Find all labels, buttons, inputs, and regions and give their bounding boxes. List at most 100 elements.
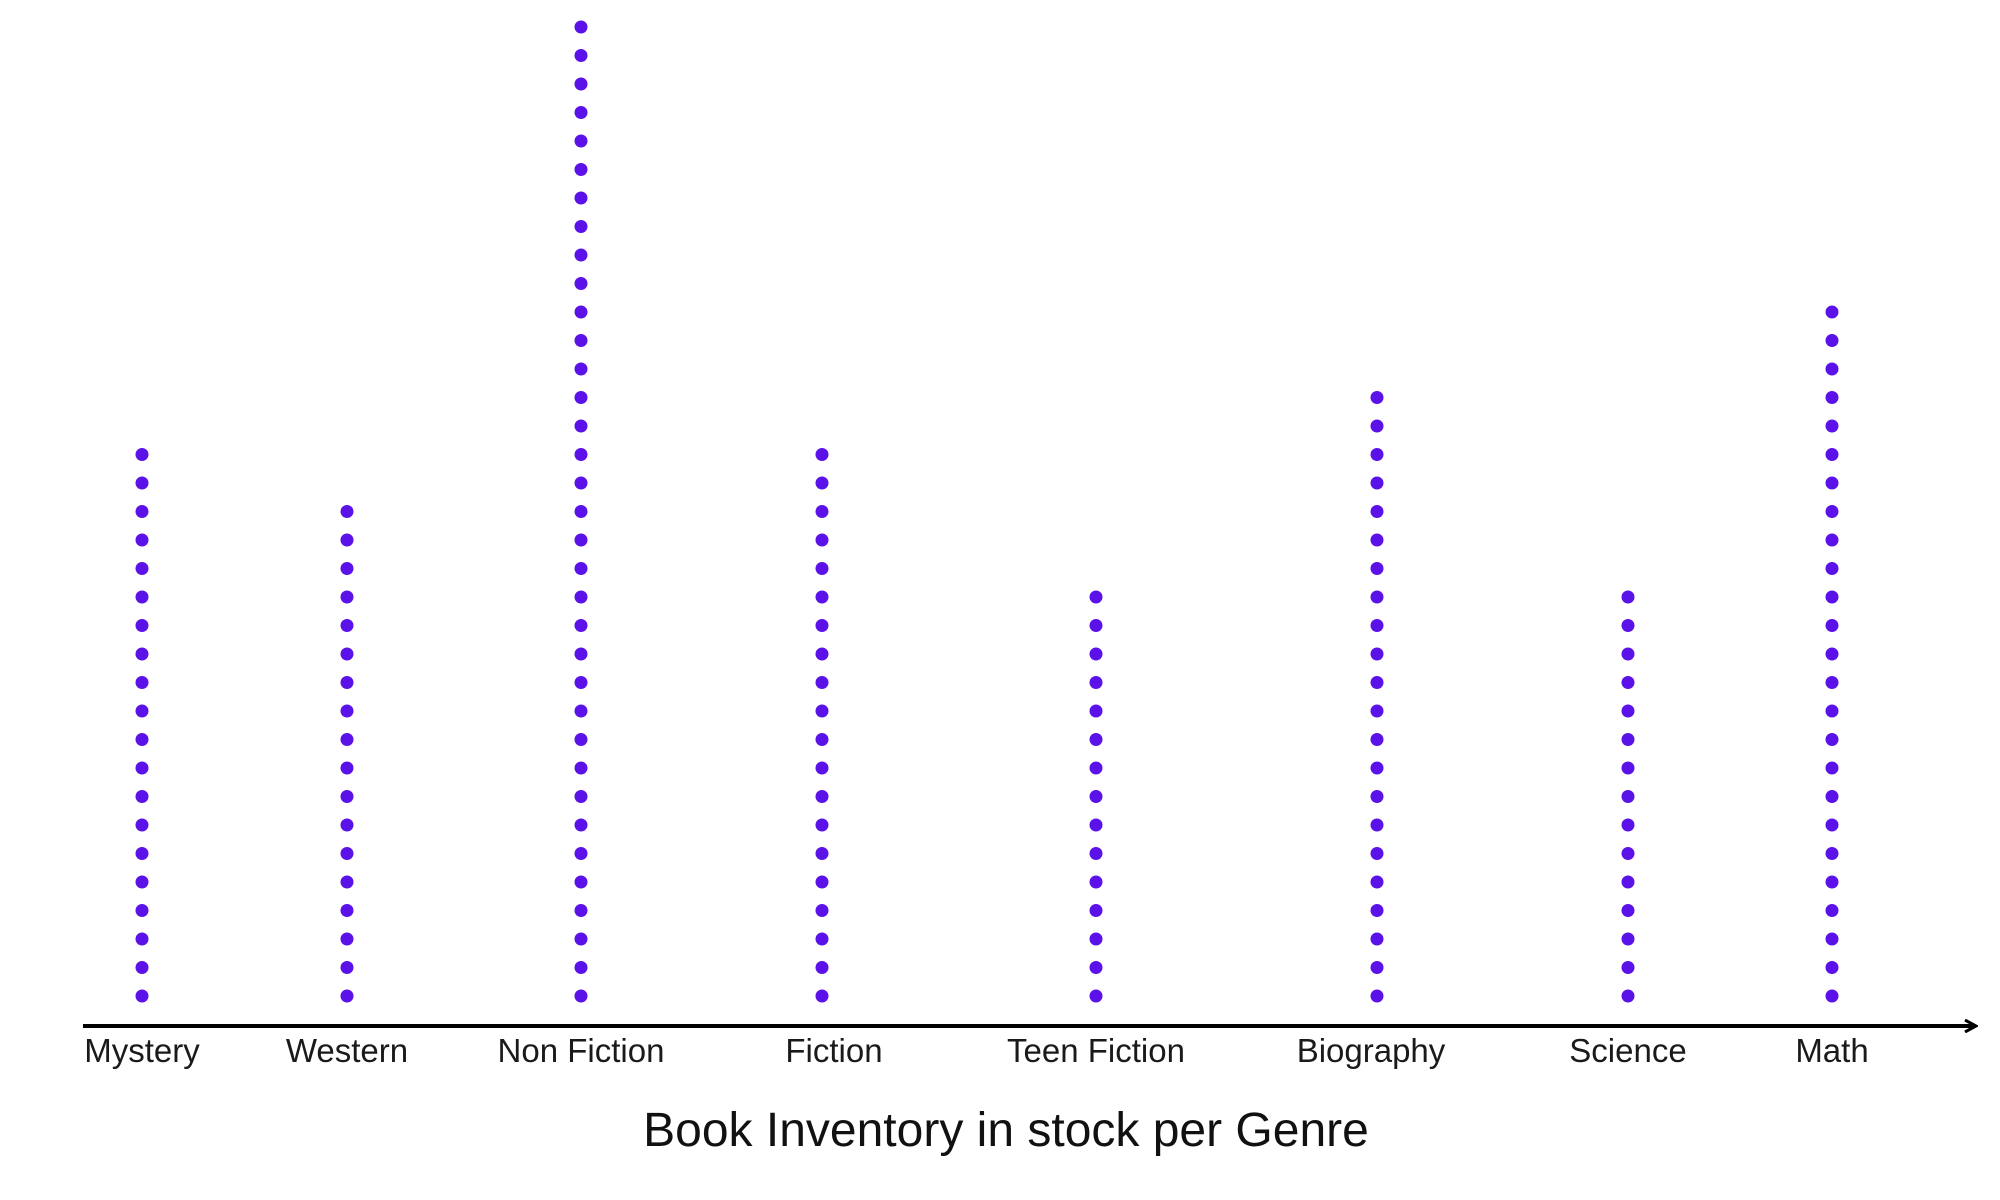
dot-science-9	[1621, 761, 1635, 775]
dot-mystery-11	[135, 704, 149, 718]
dot-western-15	[340, 590, 354, 604]
dot-math-4	[1825, 904, 1839, 917]
dot-mystery-15	[135, 590, 149, 604]
dot-fiction-2	[815, 961, 829, 974]
dot-science-15	[1621, 590, 1635, 604]
dot-fiction-11	[815, 704, 829, 718]
dot-science-4	[1621, 904, 1635, 917]
tick-label-biography: Biography	[1297, 1032, 1446, 1069]
dot-non-fiction-13	[574, 647, 588, 661]
dot-math-23	[1825, 362, 1839, 376]
dot-fiction-15	[815, 590, 829, 604]
dot-non-fiction-23	[574, 362, 588, 376]
dot-fiction-13	[815, 647, 829, 661]
dot-math-16	[1825, 562, 1839, 575]
dot-biography-22	[1370, 391, 1384, 404]
tick-label-western: Western	[286, 1032, 408, 1069]
dot-mystery-17	[135, 533, 149, 547]
dot-science-8	[1621, 790, 1635, 803]
dot-teen-fiction-6	[1089, 847, 1103, 860]
dot-biography-8	[1370, 790, 1384, 803]
chart-title: Book Inventory in stock per Genre	[643, 1104, 1369, 1157]
dot-fiction-12	[815, 676, 829, 689]
dot-mystery-9	[135, 761, 149, 775]
dot-teen-fiction-5	[1089, 875, 1103, 889]
dot-non-fiction-24	[574, 334, 588, 347]
dot-mystery-2	[135, 961, 149, 974]
dot-biography-15	[1370, 590, 1384, 604]
dot-biography-21	[1370, 419, 1384, 433]
dot-math-12	[1825, 676, 1839, 689]
dot-western-17	[340, 533, 354, 547]
dot-non-fiction-15	[574, 590, 588, 604]
dot-fiction-18	[815, 505, 829, 518]
dot-teen-fiction-8	[1089, 790, 1103, 803]
dot-non-fiction-27	[574, 248, 588, 262]
dot-mystery-10	[135, 733, 149, 746]
dot-western-9	[340, 761, 354, 775]
dot-fiction-1	[815, 989, 829, 1003]
dot-science-1	[1621, 989, 1635, 1003]
dot-biography-4	[1370, 904, 1384, 917]
dot-biography-16	[1370, 562, 1384, 575]
dot-biography-5	[1370, 875, 1384, 889]
dot-biography-13	[1370, 647, 1384, 661]
dot-non-fiction-28	[574, 220, 588, 233]
dot-biography-14	[1370, 619, 1384, 632]
dot-western-18	[340, 505, 354, 518]
dot-western-16	[340, 562, 354, 575]
tick-label-teen-fiction: Teen Fiction	[1007, 1032, 1185, 1069]
dot-fiction-4	[815, 904, 829, 917]
dot-biography-2	[1370, 961, 1384, 974]
dot-math-22	[1825, 391, 1839, 404]
dot-biography-3	[1370, 932, 1384, 946]
dot-non-fiction-7	[574, 818, 588, 832]
dot-science-12	[1621, 676, 1635, 689]
dot-biography-9	[1370, 761, 1384, 775]
dot-non-fiction-25	[574, 305, 588, 319]
dot-non-fiction-6	[574, 847, 588, 860]
dot-mystery-8	[135, 790, 149, 803]
dot-science-7	[1621, 818, 1635, 832]
dot-math-8	[1825, 790, 1839, 803]
dot-math-3	[1825, 932, 1839, 946]
dot-non-fiction-3	[574, 932, 588, 946]
dot-math-18	[1825, 505, 1839, 518]
dot-fiction-20	[815, 448, 829, 461]
dot-mystery-16	[135, 562, 149, 575]
dot-non-fiction-21	[574, 419, 588, 433]
dot-math-11	[1825, 704, 1839, 718]
dot-fiction-5	[815, 875, 829, 889]
tick-label-science: Science	[1569, 1032, 1686, 1069]
dot-non-fiction-32	[574, 106, 588, 119]
dot-fiction-16	[815, 562, 829, 575]
dot-fiction-14	[815, 619, 829, 632]
dot-western-14	[340, 619, 354, 632]
dot-math-5	[1825, 875, 1839, 889]
dot-western-13	[340, 647, 354, 661]
dot-non-fiction-14	[574, 619, 588, 632]
dot-science-6	[1621, 847, 1635, 860]
dot-teen-fiction-13	[1089, 647, 1103, 661]
dot-teen-fiction-10	[1089, 733, 1103, 746]
dot-math-14	[1825, 619, 1839, 632]
dot-biography-11	[1370, 704, 1384, 718]
dot-science-13	[1621, 647, 1635, 661]
dot-western-2	[340, 961, 354, 974]
dot-teen-fiction-1	[1089, 989, 1103, 1003]
dot-fiction-9	[815, 761, 829, 775]
dot-mystery-20	[135, 448, 149, 461]
dot-teen-fiction-11	[1089, 704, 1103, 718]
dot-math-7	[1825, 818, 1839, 832]
dot-non-fiction-26	[574, 277, 588, 290]
dot-non-fiction-19	[574, 476, 588, 490]
dot-non-fiction-18	[574, 505, 588, 518]
dot-mystery-1	[135, 989, 149, 1003]
dot-non-fiction-16	[574, 562, 588, 575]
dot-math-25	[1825, 305, 1839, 319]
dot-non-fiction-5	[574, 875, 588, 889]
dot-mystery-4	[135, 904, 149, 917]
dot-non-fiction-1	[574, 989, 588, 1003]
tick-label-fiction: Fiction	[785, 1032, 882, 1069]
